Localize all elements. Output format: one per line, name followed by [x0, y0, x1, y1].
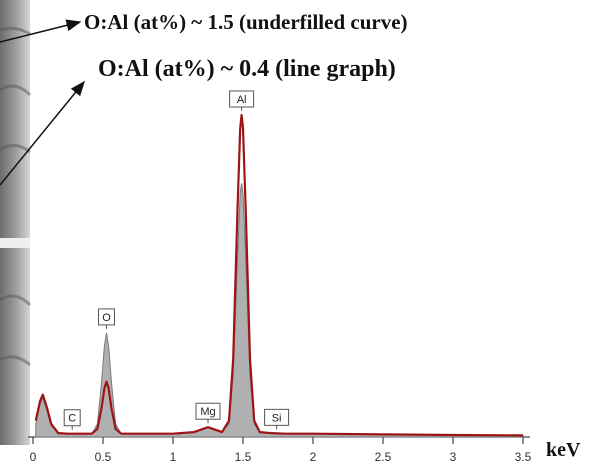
x-tick-label: 2.5 [375, 450, 392, 464]
peak-label: Al [237, 94, 247, 106]
sem-image-strip [0, 0, 30, 445]
x-tick-label: 2 [310, 450, 317, 464]
peak-label: Si [272, 412, 282, 424]
x-tick-label: 3.5 [515, 450, 532, 464]
x-tick-label: 0 [30, 450, 37, 464]
peak-label: O [102, 312, 111, 324]
annotation: O:Al (at%) ~ 1.5 (underfilled curve) [84, 10, 408, 34]
spectrum-line [36, 115, 523, 435]
peak-label: Mg [200, 406, 215, 418]
x-tick-label: 1.5 [235, 450, 252, 464]
x-tick-label: 0.5 [95, 450, 112, 464]
x-tick-label: 3 [450, 450, 457, 464]
peak-label: C [68, 413, 76, 425]
annotation: O:Al (at%) ~ 0.4 (line graph) [98, 56, 396, 82]
chart: O:Al (at%) ~ 1.5 (underfilled curve) O:A… [0, 0, 601, 470]
x-tick-label: 1 [170, 450, 177, 464]
x-axis-label: keV [546, 439, 581, 461]
